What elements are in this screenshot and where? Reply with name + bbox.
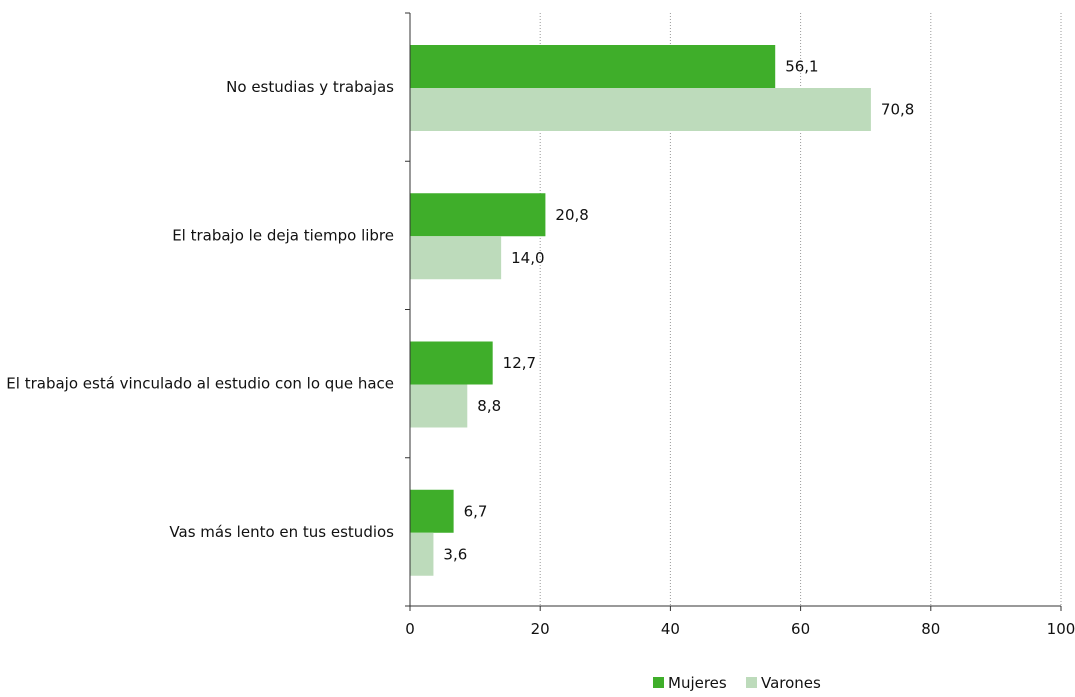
legend: Mujeres Varones	[653, 674, 821, 692]
x-tick-label: 80	[921, 620, 940, 638]
category-label: Vas más lento en tus estudios	[169, 523, 394, 541]
bar-varones	[410, 532, 434, 576]
x-tick-label: 20	[531, 620, 550, 638]
data-label: 12,7	[503, 354, 536, 372]
bar-varones	[410, 88, 871, 131]
data-labels: 56,1 70,8 20,8 14,0 12,7 8,8 6,7 3,6	[443, 58, 914, 564]
bar-varones	[410, 384, 468, 428]
legend-swatch-varones	[746, 677, 757, 688]
bar-varones	[410, 236, 502, 280]
data-label: 70,8	[881, 101, 914, 119]
bar-mujeres	[410, 489, 454, 533]
category-label: El trabajo le deja tiempo libre	[172, 226, 394, 244]
data-label: 3,6	[443, 545, 467, 563]
x-tick-labels: 0 20 40 60 80 100	[405, 620, 1075, 638]
bar-mujeres	[410, 45, 776, 88]
category-label: No estudias y trabajas	[226, 78, 394, 96]
x-tick-label: 40	[661, 620, 680, 638]
data-label: 8,8	[477, 397, 501, 415]
bar-mujeres	[410, 341, 493, 385]
legend-swatch-mujeres	[653, 677, 664, 688]
data-label: 20,8	[555, 206, 588, 224]
x-tick-label: 0	[405, 620, 415, 638]
x-tick-label: 100	[1047, 620, 1075, 638]
category-labels: No estudias y trabajas El trabajo le deja…	[6, 78, 394, 541]
data-label: 6,7	[464, 502, 488, 520]
axes	[405, 12, 1062, 611]
bar-mujeres	[410, 193, 546, 237]
legend-label: Varones	[761, 674, 821, 692]
bars-group	[410, 45, 871, 576]
x-tick-label: 60	[791, 620, 810, 638]
data-label: 14,0	[511, 249, 544, 267]
category-label: El trabajo está vinculado al estudio con…	[6, 375, 394, 393]
legend-label: Mujeres	[668, 674, 727, 692]
data-label: 56,1	[785, 58, 818, 76]
